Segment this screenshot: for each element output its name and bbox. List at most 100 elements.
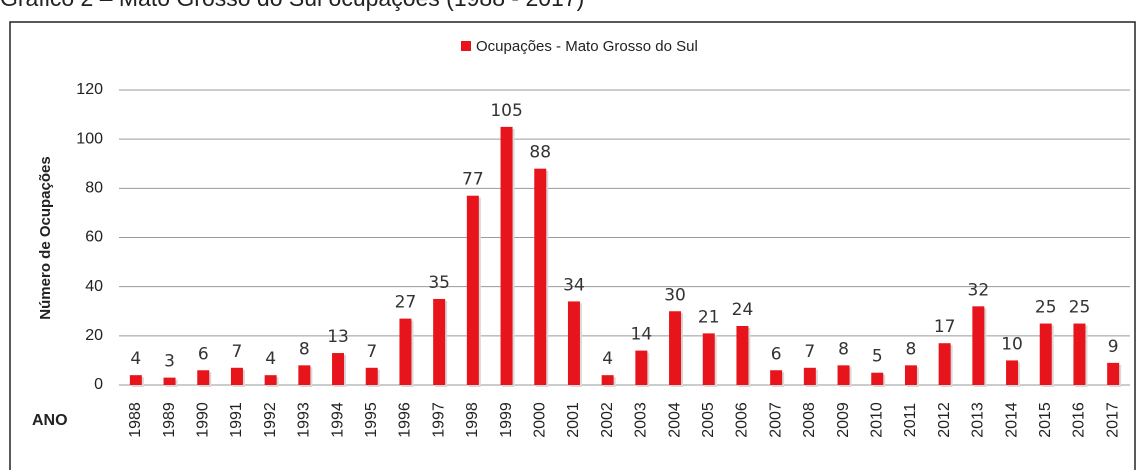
- data-label: 7: [804, 342, 815, 362]
- bar: [466, 195, 479, 385]
- y-axis-label: Número de Ocupações: [37, 156, 54, 319]
- data-label: 3: [164, 352, 175, 372]
- x-tick-label: 1992: [262, 402, 279, 438]
- data-label: 25: [1035, 298, 1057, 318]
- bar: [1107, 362, 1120, 385]
- x-tick-label: 1994: [329, 402, 346, 438]
- chart-border: [9, 21, 1136, 470]
- y-tick-label: 80: [85, 180, 103, 197]
- data-label: 5: [872, 347, 883, 367]
- bar: [567, 301, 580, 385]
- legend-label: Ocupações - Mato Grosso do Sul: [476, 38, 698, 55]
- data-label: 34: [563, 275, 585, 295]
- y-tick-label: 20: [85, 327, 103, 344]
- x-tick-label: 2001: [565, 402, 582, 438]
- data-label: 9: [1108, 337, 1119, 357]
- data-label: 7: [366, 342, 377, 362]
- bar: [264, 375, 277, 385]
- data-label: 6: [771, 344, 782, 364]
- x-tick-label: 2005: [700, 402, 717, 438]
- bar: [534, 168, 547, 385]
- data-label: 4: [130, 349, 141, 369]
- legend-swatch: [461, 41, 471, 51]
- x-tick-label: 2016: [1071, 402, 1088, 438]
- bar: [635, 350, 648, 385]
- x-tick-label: 2007: [767, 402, 784, 438]
- bar: [871, 372, 884, 385]
- y-tick-label: 100: [76, 130, 103, 147]
- y-tick-label: 120: [76, 81, 103, 98]
- data-label: 35: [428, 273, 450, 293]
- bar: [399, 318, 412, 385]
- x-tick-label: 1999: [498, 402, 515, 438]
- bar: [129, 375, 142, 385]
- bar: [837, 365, 850, 385]
- x-tick-label: 1989: [161, 402, 178, 438]
- x-tick-label: 2003: [633, 402, 650, 438]
- bar: [500, 126, 513, 385]
- data-label: 30: [664, 285, 686, 305]
- data-label: 24: [732, 300, 754, 320]
- bar: [803, 367, 816, 385]
- bar: [601, 375, 614, 385]
- y-tick-label: 60: [85, 229, 103, 246]
- bar: [230, 367, 243, 385]
- data-label: 21: [698, 307, 720, 327]
- data-label: 8: [906, 339, 917, 359]
- bar: [904, 365, 917, 385]
- data-label: 13: [327, 327, 349, 347]
- x-tick-label: 2008: [801, 402, 818, 438]
- bar: [972, 306, 985, 385]
- y-tick-label: 40: [85, 278, 103, 295]
- bar: [669, 311, 682, 385]
- x-tick-label: 1990: [194, 402, 211, 438]
- data-label: 32: [968, 280, 990, 300]
- bar: [163, 377, 176, 385]
- chart-title: Gráfico 2 – Mato Grosso do Sul ocupações…: [0, 0, 584, 11]
- bar: [770, 370, 783, 385]
- data-label: 4: [602, 349, 613, 369]
- bar: [736, 326, 749, 385]
- x-tick-label: 1993: [296, 402, 313, 438]
- data-label: 17: [934, 317, 956, 337]
- data-label: 6: [198, 344, 209, 364]
- data-label: 10: [1001, 334, 1023, 354]
- data-label: 14: [631, 325, 653, 345]
- x-tick-label: 2006: [734, 402, 751, 438]
- x-axis-label: ANO: [32, 412, 68, 429]
- bar: [1073, 323, 1086, 385]
- data-label: 7: [232, 342, 243, 362]
- bar: [298, 365, 311, 385]
- data-label: 8: [838, 339, 849, 359]
- x-tick-label: 2010: [868, 402, 885, 438]
- x-tick-label: 2014: [1003, 402, 1020, 438]
- x-tick-label: 1998: [464, 402, 481, 438]
- bar: [938, 343, 951, 385]
- x-tick-label: 2017: [1104, 402, 1121, 438]
- x-tick-label: 1997: [430, 402, 447, 438]
- x-tick-label: 2012: [936, 402, 953, 438]
- data-label: 27: [395, 293, 417, 313]
- x-tick-label: 2011: [902, 403, 919, 438]
- bar: [433, 298, 446, 385]
- data-label: 4: [265, 349, 276, 369]
- bar: [702, 333, 715, 385]
- data-label: 88: [529, 143, 551, 163]
- x-tick-label: 2013: [970, 402, 987, 438]
- bar: [365, 367, 378, 385]
- bar: [332, 353, 345, 385]
- bar: [1006, 360, 1019, 385]
- x-tick-label: 1988: [127, 402, 144, 438]
- data-label: 25: [1069, 298, 1091, 318]
- x-tick-label: 2004: [666, 402, 683, 438]
- bar: [197, 370, 210, 385]
- data-label: 105: [490, 101, 522, 121]
- x-tick-label: 2009: [835, 402, 852, 438]
- x-tick-label: 2002: [599, 402, 616, 438]
- x-tick-label: 1996: [397, 402, 414, 438]
- x-tick-label: 2000: [531, 402, 548, 438]
- x-tick-label: 1991: [228, 402, 245, 438]
- x-tick-label: 1995: [363, 402, 380, 438]
- bar: [1039, 323, 1052, 385]
